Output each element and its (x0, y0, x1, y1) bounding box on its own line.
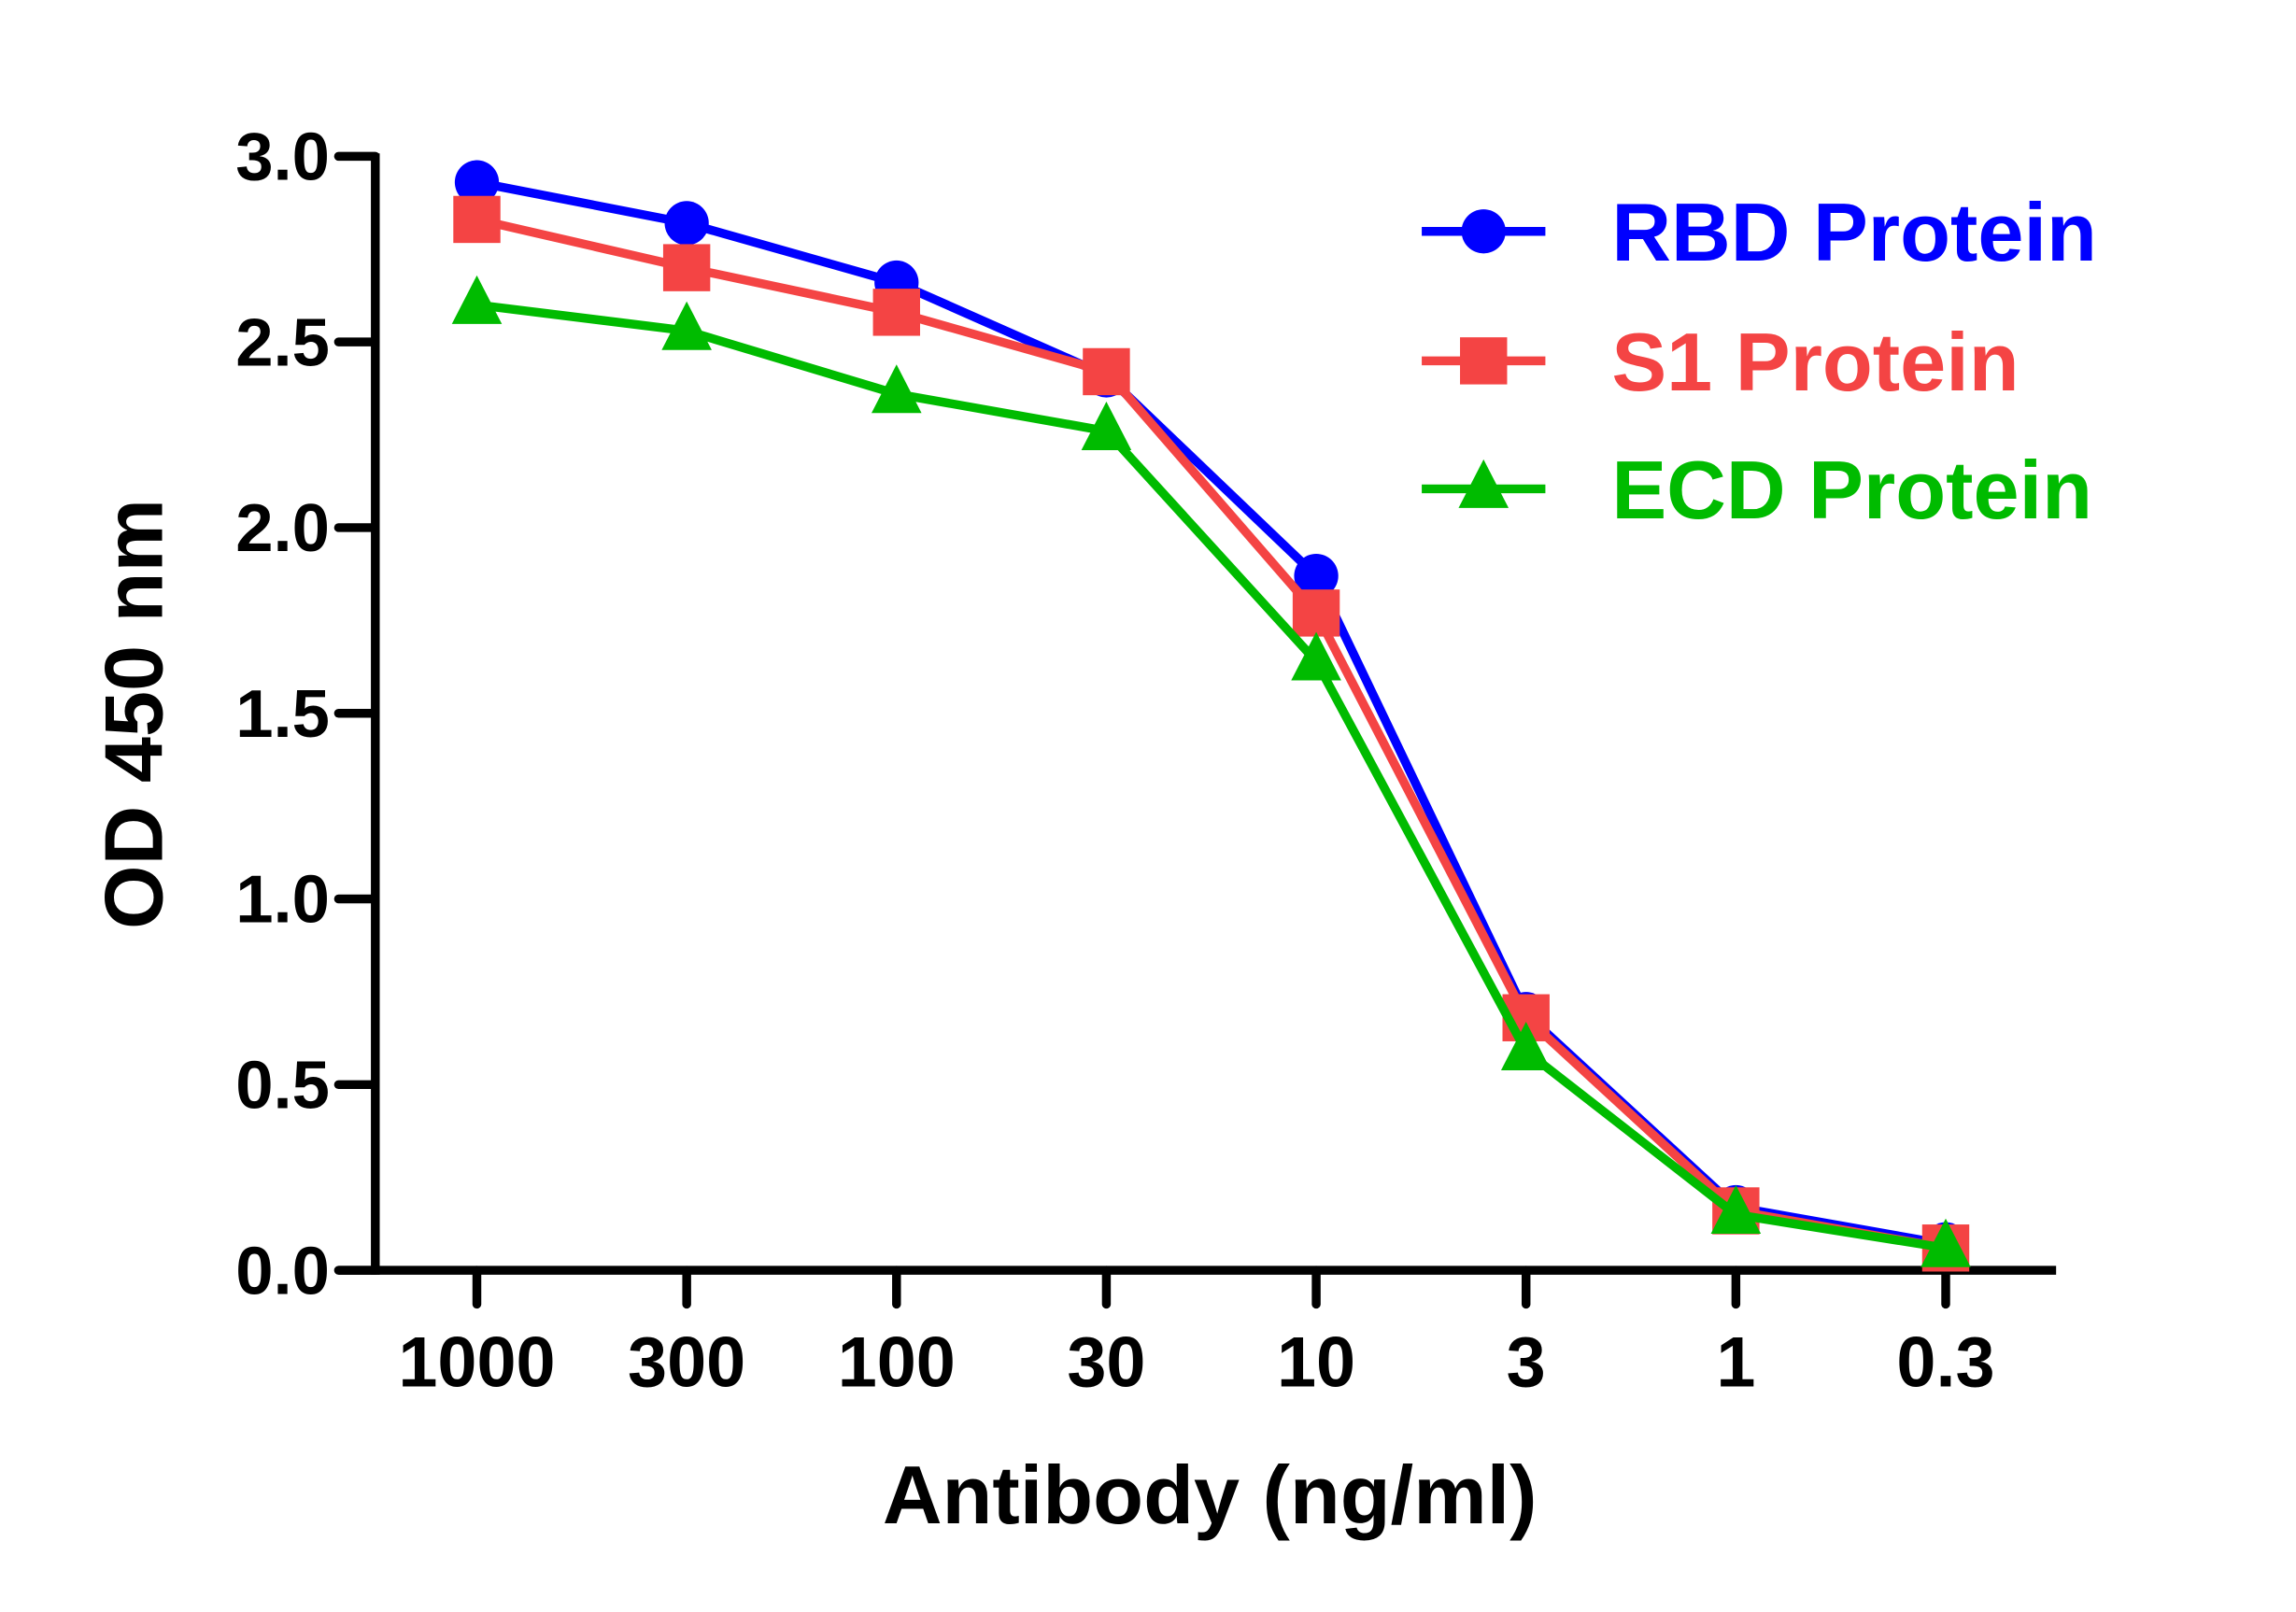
data-point (662, 244, 711, 291)
legend-item: ECD Protein (1422, 444, 2092, 536)
x-tick-label: 1 (1716, 1324, 1755, 1403)
y-tick-label: 2.0 (235, 490, 330, 566)
series-s1-protein (453, 195, 1970, 1272)
data-point (872, 289, 921, 336)
y-tick-label: 1.5 (235, 676, 330, 752)
series-layer (451, 160, 1971, 1272)
series-line (475, 215, 1947, 1252)
data-point (872, 364, 922, 414)
legend-label: ECD Protein (1611, 444, 2092, 536)
x-tick-label: 30 (1067, 1324, 1145, 1403)
y-tick-label: 3.0 (235, 120, 330, 195)
data-point (1292, 589, 1340, 637)
legend-label: S1 Protein (1611, 316, 2019, 408)
x-tick-label: 100 (838, 1324, 956, 1403)
x-axis-title: Antibody (ng/ml) (883, 1449, 1538, 1541)
y-tick-label: 2.5 (235, 304, 330, 380)
y-tick-label: 0.0 (235, 1233, 330, 1308)
y-tick-label: 1.0 (235, 862, 330, 938)
x-tick-label: 10 (1277, 1324, 1355, 1403)
x-tick-label: 0.3 (1896, 1324, 1994, 1403)
legend: RBD Protein S1 Protein ECD Protein (1422, 186, 2097, 536)
series-ecd-protein (451, 275, 1971, 1267)
data-point (1500, 1022, 1552, 1071)
data-point (1710, 1184, 1762, 1234)
data-point (1083, 347, 1130, 396)
y-axis-title: OD 450 nm (87, 499, 179, 929)
legend-item: S1 Protein (1422, 316, 2020, 408)
data-point (453, 195, 501, 244)
legend-marker (1458, 459, 1509, 508)
data-point (1081, 402, 1132, 451)
data-point (1920, 1218, 1971, 1267)
legend-marker (1461, 209, 1506, 254)
data-point (664, 201, 709, 246)
data-point (451, 275, 503, 324)
data-point (1291, 631, 1341, 681)
data-point (454, 160, 500, 205)
x-tick-label: 1000 (398, 1324, 555, 1403)
x-tick-label: 300 (628, 1324, 745, 1403)
axes: 0.0 0.5 1.0 1.5 2.0 2.5 3.0 1000 300 100 30 10 3 1 0.3 (235, 120, 2057, 1403)
y-tick-label: 0.5 (235, 1048, 330, 1124)
data-point (1294, 553, 1339, 599)
legend-marker (1460, 337, 1508, 385)
data-point (661, 301, 712, 350)
x-tick-label: 3 (1507, 1324, 1546, 1403)
legend-item: RBD Protein (1422, 186, 2097, 278)
legend-label: RBD Protein (1611, 186, 2097, 278)
series-line (475, 300, 1947, 1252)
